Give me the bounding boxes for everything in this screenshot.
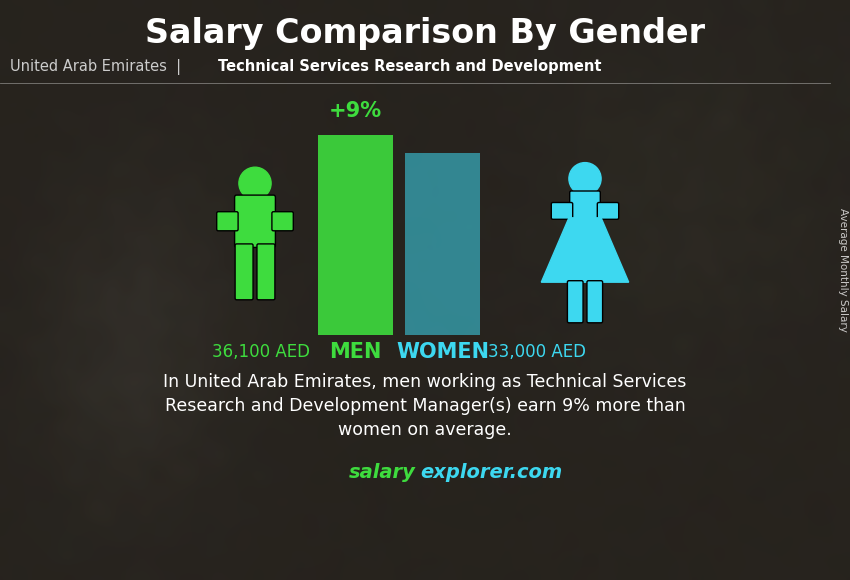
Polygon shape (541, 218, 629, 282)
Text: In United Arab Emirates, men working as Technical Services: In United Arab Emirates, men working as … (163, 373, 687, 391)
Bar (318, 135, 393, 335)
Text: +9%: +9% (329, 101, 382, 121)
Circle shape (569, 162, 601, 195)
FancyBboxPatch shape (587, 281, 603, 323)
FancyBboxPatch shape (272, 212, 293, 231)
FancyBboxPatch shape (570, 191, 600, 219)
FancyBboxPatch shape (552, 202, 573, 219)
Text: Research and Development Manager(s) earn 9% more than: Research and Development Manager(s) earn… (165, 397, 685, 415)
Text: WOMEN: WOMEN (396, 342, 489, 362)
Text: 33,000 AED: 33,000 AED (488, 343, 586, 361)
FancyBboxPatch shape (257, 244, 275, 300)
Text: United Arab Emirates  |: United Arab Emirates | (10, 59, 190, 75)
Text: 36,100 AED: 36,100 AED (212, 343, 310, 361)
Text: Salary Comparison By Gender: Salary Comparison By Gender (145, 16, 705, 49)
Text: women on average.: women on average. (338, 421, 512, 439)
Circle shape (239, 167, 271, 200)
FancyBboxPatch shape (235, 244, 253, 300)
Text: Average Monthly Salary: Average Monthly Salary (838, 208, 848, 332)
FancyBboxPatch shape (568, 281, 583, 323)
FancyBboxPatch shape (235, 195, 275, 248)
Bar (405, 153, 480, 335)
Text: MEN: MEN (329, 342, 382, 362)
FancyBboxPatch shape (598, 202, 619, 219)
Text: explorer.com: explorer.com (420, 462, 562, 481)
Text: salary: salary (349, 462, 416, 481)
FancyBboxPatch shape (217, 212, 238, 231)
Text: Technical Services Research and Development: Technical Services Research and Developm… (218, 60, 602, 74)
